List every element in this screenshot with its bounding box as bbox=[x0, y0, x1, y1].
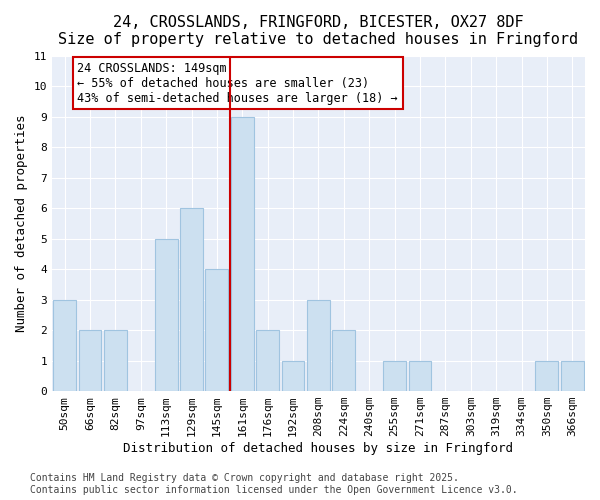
Bar bbox=[383, 360, 406, 391]
Bar bbox=[256, 330, 279, 391]
Bar bbox=[79, 330, 101, 391]
Y-axis label: Number of detached properties: Number of detached properties bbox=[15, 114, 28, 332]
Bar bbox=[307, 300, 330, 391]
Bar bbox=[409, 360, 431, 391]
Bar bbox=[561, 360, 584, 391]
Text: 24 CROSSLANDS: 149sqm
← 55% of detached houses are smaller (23)
43% of semi-deta: 24 CROSSLANDS: 149sqm ← 55% of detached … bbox=[77, 62, 398, 104]
Bar bbox=[231, 116, 254, 391]
Bar bbox=[535, 360, 559, 391]
Text: Contains HM Land Registry data © Crown copyright and database right 2025.
Contai: Contains HM Land Registry data © Crown c… bbox=[30, 474, 518, 495]
Bar bbox=[205, 269, 229, 391]
Bar bbox=[104, 330, 127, 391]
Bar bbox=[53, 300, 76, 391]
Bar bbox=[332, 330, 355, 391]
Bar bbox=[180, 208, 203, 391]
X-axis label: Distribution of detached houses by size in Fringford: Distribution of detached houses by size … bbox=[124, 442, 514, 455]
Bar bbox=[155, 238, 178, 391]
Bar bbox=[281, 360, 304, 391]
Title: 24, CROSSLANDS, FRINGFORD, BICESTER, OX27 8DF
Size of property relative to detac: 24, CROSSLANDS, FRINGFORD, BICESTER, OX2… bbox=[58, 15, 578, 48]
